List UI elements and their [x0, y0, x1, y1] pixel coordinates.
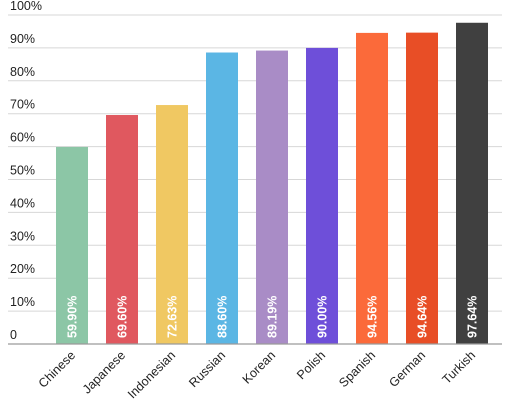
y-tick-label: 30% — [10, 229, 35, 243]
y-tick-label: 70% — [10, 98, 35, 112]
bar — [206, 52, 238, 344]
y-tick-label: 100% — [10, 0, 42, 13]
data-label: 59.90% — [66, 296, 80, 338]
y-tick-label: 80% — [10, 65, 35, 79]
data-label: 69.60% — [116, 296, 130, 338]
y-tick-label: 60% — [10, 131, 35, 145]
bar — [56, 146, 88, 344]
x-tick-label: German — [386, 348, 428, 390]
gridlines — [8, 14, 502, 312]
y-axis-tick-labels: 0 10% 20% 30% 40% 50% 60% 70% 80% 90% 100% — [10, 0, 42, 342]
bar — [156, 105, 188, 344]
data-labels: 59.90% 69.60% 72.63% 88.60% 89.19% 90.00% 94.5… — [66, 296, 480, 338]
data-label: 97.64% — [466, 296, 480, 338]
y-tick-label: 90% — [10, 32, 35, 46]
x-tick-label: Japanese — [80, 348, 128, 396]
y-tick-label: 20% — [10, 262, 35, 276]
y-tick-label: 0 — [10, 328, 17, 342]
bar — [306, 47, 338, 345]
bars — [56, 22, 488, 345]
bar — [456, 22, 488, 344]
data-label: 72.63% — [166, 296, 180, 338]
x-tick-label: Turkish — [440, 348, 479, 387]
bar — [256, 50, 288, 344]
x-tick-label: Spanish — [336, 348, 378, 390]
y-tick-label: 10% — [10, 295, 35, 309]
y-tick-label: 50% — [10, 164, 35, 178]
bar — [406, 32, 438, 344]
bar — [106, 115, 138, 345]
data-label: 94.64% — [416, 296, 430, 338]
x-tick-label: Indonesian — [125, 348, 178, 401]
bar — [356, 32, 388, 345]
x-tick-label: Korean — [240, 348, 278, 386]
data-label: 88.60% — [216, 296, 230, 338]
data-label: 94.56% — [366, 296, 380, 338]
x-tick-label: Russian — [186, 348, 228, 390]
data-label: 90.00% — [316, 296, 330, 338]
data-label: 89.19% — [266, 296, 280, 338]
x-tick-label: Chinese — [36, 348, 78, 390]
y-tick-label: 40% — [10, 196, 35, 210]
x-tick-label: Polish — [294, 348, 328, 382]
